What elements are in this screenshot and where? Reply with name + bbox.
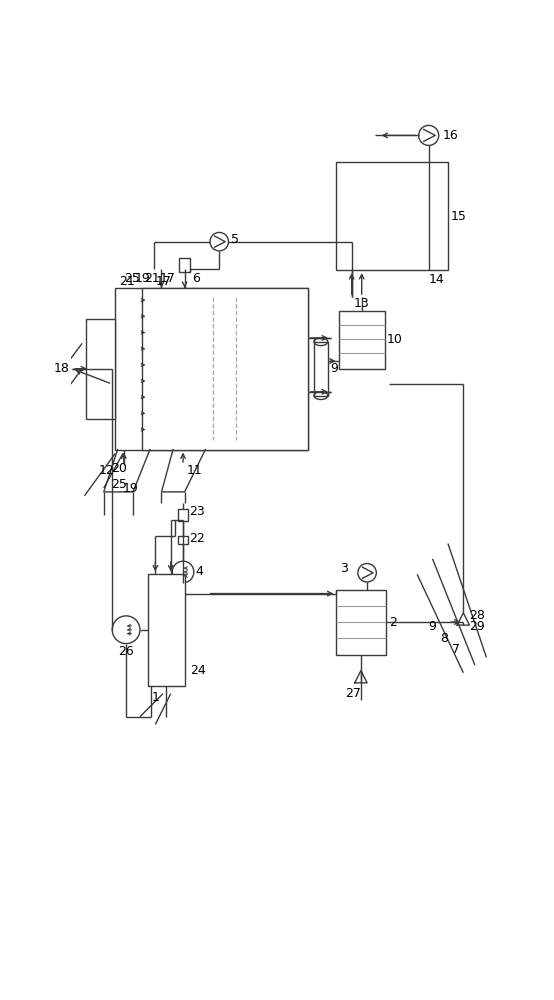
Text: 16: 16 <box>443 129 458 142</box>
Bar <box>86 319 115 419</box>
Text: 6: 6 <box>192 272 200 285</box>
Text: 19: 19 <box>135 272 150 285</box>
Text: 22: 22 <box>189 532 205 545</box>
Text: 7: 7 <box>452 643 460 656</box>
Text: 18: 18 <box>53 362 69 375</box>
Bar <box>115 288 308 450</box>
Bar <box>142 288 308 450</box>
Text: 21: 21 <box>144 272 160 285</box>
Bar <box>178 509 188 521</box>
Text: 2: 2 <box>389 616 397 629</box>
Text: 17: 17 <box>159 272 175 285</box>
Text: 12: 12 <box>99 464 114 477</box>
Bar <box>314 342 328 396</box>
Bar <box>338 311 385 369</box>
Bar <box>179 258 190 272</box>
Text: 5: 5 <box>231 233 239 246</box>
Bar <box>336 162 448 270</box>
Text: 3: 3 <box>340 562 348 575</box>
Text: 19: 19 <box>122 482 138 495</box>
Text: 11: 11 <box>187 464 203 477</box>
Text: 10: 10 <box>387 333 403 346</box>
Text: 9: 9 <box>330 362 338 375</box>
Text: 13: 13 <box>354 297 370 310</box>
Bar <box>147 574 184 686</box>
Text: 25: 25 <box>125 272 140 285</box>
Text: 26: 26 <box>119 645 134 658</box>
Text: 29: 29 <box>469 620 485 633</box>
Text: 25: 25 <box>111 478 127 491</box>
Bar <box>178 536 188 544</box>
Text: 17: 17 <box>155 275 171 288</box>
Text: 21: 21 <box>119 275 135 288</box>
Text: 23: 23 <box>189 505 205 518</box>
Text: 4: 4 <box>196 565 203 578</box>
Text: 14: 14 <box>429 273 444 286</box>
Text: 1: 1 <box>151 691 160 704</box>
Text: 8: 8 <box>440 632 448 645</box>
Text: 27: 27 <box>346 687 361 700</box>
Text: 24: 24 <box>190 664 206 677</box>
Text: 15: 15 <box>450 210 466 223</box>
Text: 20: 20 <box>111 462 127 475</box>
Text: 9: 9 <box>429 620 437 633</box>
Text: 28: 28 <box>469 609 485 622</box>
Bar <box>336 590 386 655</box>
